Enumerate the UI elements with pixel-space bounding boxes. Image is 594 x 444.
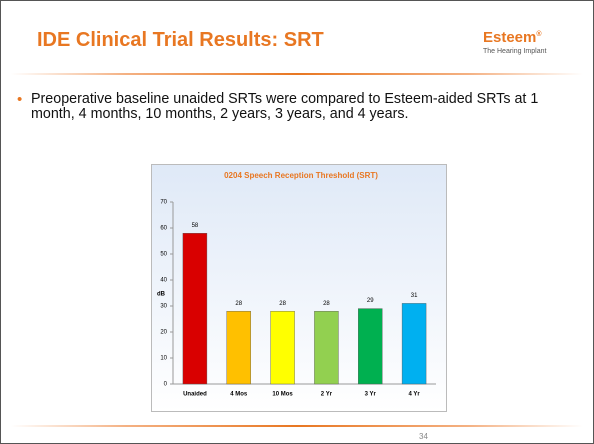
y-axis-label: dB <box>157 292 166 298</box>
logo-tagline: The Hearing Implant <box>483 48 547 55</box>
logo-mark: ® <box>536 31 542 38</box>
x-tick-label: 2 Yr <box>321 392 333 398</box>
value-label: 29 <box>367 298 374 304</box>
bar <box>226 310 251 385</box>
logo: Esteem® <box>483 29 542 46</box>
footer-divider <box>11 425 583 427</box>
x-tick-label: 3 Yr <box>365 392 377 398</box>
value-label: 58 <box>192 223 199 229</box>
bar <box>401 303 427 385</box>
y-tick-label: 40 <box>160 278 167 284</box>
y-tick-label: 20 <box>160 330 167 336</box>
y-tick-label: 50 <box>160 252 167 258</box>
divider <box>11 73 583 75</box>
bar <box>314 310 339 385</box>
y-tick-label: 70 <box>160 200 167 206</box>
chart-title: 0204 Speech Reception Threshold (SRT) <box>224 171 378 180</box>
x-tick-label: 4 Mos <box>230 392 248 398</box>
value-label: 31 <box>411 293 418 299</box>
y-tick-label: 0 <box>164 382 168 388</box>
bullet-text: Preoperative baseline unaided SRTs were … <box>31 91 539 122</box>
bar <box>358 308 383 385</box>
y-tick-label: 60 <box>160 226 167 232</box>
bullet-dot: • <box>17 91 23 108</box>
x-tick-label: Unaided <box>183 392 207 398</box>
logo-name: Esteem <box>483 29 537 46</box>
chart: 0204 Speech Reception Threshold (SRT) dB… <box>151 164 447 412</box>
bar <box>270 310 295 385</box>
value-label: 28 <box>235 301 242 307</box>
value-label: 28 <box>279 301 286 307</box>
y-tick-label: 30 <box>160 304 167 310</box>
slide-title: IDE Clinical Trial Results: SRT <box>37 29 324 51</box>
y-tick-label: 10 <box>160 356 167 362</box>
page-number: 34 <box>419 432 428 441</box>
x-tick-label: 4 Yr <box>408 392 420 398</box>
x-tick-label: 10 Mos <box>272 392 293 398</box>
value-label: 28 <box>323 301 330 307</box>
bar <box>182 232 208 385</box>
